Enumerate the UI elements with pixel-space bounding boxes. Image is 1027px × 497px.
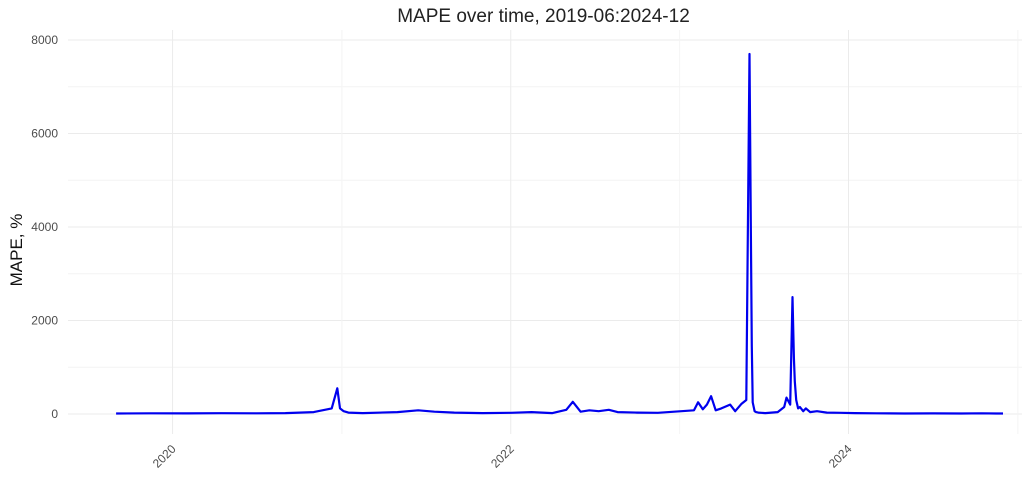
y-tick-label: 6000: [31, 127, 58, 141]
chart-title: MAPE over time, 2019-06:2024-12: [397, 6, 690, 27]
x-tick-labels: 2020 2022 2024: [150, 442, 855, 471]
y-tick-label: 0: [51, 407, 58, 421]
series-line: [116, 52, 1003, 415]
y-tick-labels: 0 2000 4000 6000 8000: [31, 33, 58, 421]
y-tick-label: 2000: [31, 314, 58, 328]
y-tick-label: 8000: [31, 33, 58, 47]
x-tick-label: 2022: [488, 442, 517, 471]
grid-minor: [68, 86, 1022, 368]
x-tick-label: 2024: [826, 442, 855, 471]
x-tick-label: 2020: [150, 442, 179, 471]
grid-major: [68, 30, 1022, 434]
y-tick-label: 4000: [31, 220, 58, 234]
series-layer: [116, 52, 1003, 415]
